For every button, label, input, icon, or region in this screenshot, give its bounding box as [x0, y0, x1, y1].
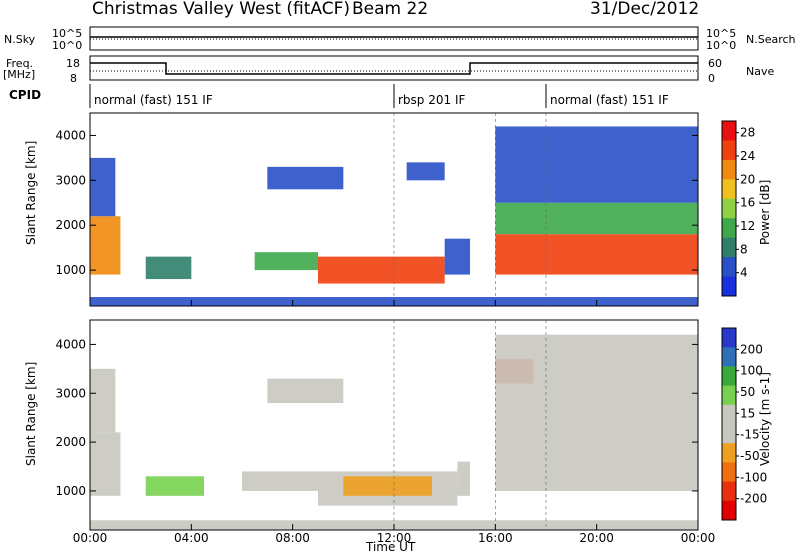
colorbar-tick-label: 16 [740, 196, 755, 210]
cpid-label: CPID [9, 88, 42, 102]
colorbar-cell [722, 462, 736, 483]
y-tick-label: 4000 [55, 128, 86, 142]
scatter-region [343, 476, 432, 496]
x-tick-label: 16:00 [478, 531, 513, 545]
y-tick-label: 1000 [55, 484, 86, 498]
beam-label: Beam 22 [352, 0, 429, 19]
colorbar-tick-label: 24 [740, 149, 755, 163]
cpid-segment-label: normal (fast) 151 IF [94, 93, 213, 107]
colorbar-cell [722, 404, 736, 425]
scatter-region [242, 471, 318, 491]
scatter-region [90, 432, 121, 496]
x-tick-label: 20:00 [579, 531, 614, 545]
x-tick-label: 12:00 [377, 531, 412, 545]
colorbar-cell [722, 500, 736, 521]
colorbar-cell [722, 218, 736, 239]
scatter-region [444, 238, 470, 275]
colorbar-tick-label: -200 [740, 492, 767, 506]
colorbar-tick-label: 15 [740, 406, 755, 420]
colorbar-cell [722, 385, 736, 406]
nsky-tick-bottom: 10^0 [52, 39, 83, 52]
colorbar-tick-label: 4 [740, 266, 748, 280]
nsky-label: N.Sky [4, 33, 36, 46]
colorbar-tick-label: 28 [740, 126, 755, 140]
scatter-region [406, 162, 445, 181]
y-tick-label: 1000 [55, 263, 86, 277]
scatter-region [254, 252, 318, 271]
colorbar-cell [722, 366, 736, 387]
colorbar-tick-label: 8 [740, 242, 748, 256]
x-axis-label: Time UT [366, 540, 416, 554]
x-tick-label: 08:00 [275, 531, 310, 545]
scatter-region [90, 216, 121, 275]
colorbar-cell [722, 443, 736, 463]
y-tick-label: 3000 [55, 173, 86, 187]
scatter-region [495, 202, 698, 235]
nave-label: Nave [746, 65, 775, 78]
scatter-region [457, 461, 470, 496]
y-tick-label: 3000 [55, 386, 86, 400]
colorbar-tick-label: -100 [740, 470, 767, 484]
nsearch-label: N.Search [746, 33, 796, 46]
colorbar-tick-label: -15 [740, 428, 760, 442]
scatter-region [318, 256, 445, 284]
plot-title: Christmas Valley West (fitACF) [92, 0, 351, 19]
scatter-region [267, 166, 344, 190]
colorbar-tick-label: 200 [740, 342, 763, 356]
colorbar-cell [722, 237, 736, 258]
colorbar-cell [722, 424, 736, 444]
colorbar-cell [722, 481, 736, 502]
freq-tick-bottom: 8 [70, 72, 77, 85]
colorbar-cell [722, 198, 736, 219]
colorbar-cell [722, 276, 736, 297]
colorbar-frame [721, 120, 737, 297]
x-tick-label: 00:00 [73, 531, 108, 545]
colorbar-frame [721, 327, 737, 521]
freq-panel-frame [89, 55, 699, 81]
scatter-region [90, 368, 116, 433]
scatter-region [495, 422, 698, 491]
scatter-region [267, 378, 344, 404]
colorbar-cell [722, 179, 736, 200]
colorbar-tick-label: 12 [740, 219, 755, 233]
x-tick-label: 04:00 [174, 531, 209, 545]
y-tick-label: 4000 [55, 337, 86, 351]
colorbar-tick-label: 20 [740, 172, 755, 186]
nsearch-tick-top: 10^5 [706, 27, 737, 40]
scatter-region [90, 157, 116, 217]
colorbar-cell [722, 328, 736, 348]
freq-label: Freq. [6, 57, 34, 70]
scatter-region [495, 126, 698, 203]
scatter-region [495, 234, 698, 275]
nsky-tick-top: 10^5 [52, 27, 83, 40]
freq-unit: [MHz] [3, 68, 36, 81]
colorbar-tick-label: 50 [740, 385, 755, 399]
nave-tick-bottom: 0 [708, 72, 715, 85]
colorbar-tick-label: 100 [740, 364, 763, 378]
colorbar-tick-label: -50 [740, 449, 760, 463]
scatter-region [495, 334, 698, 423]
y-tick-label: 2000 [55, 218, 86, 232]
colorbar-cell [722, 121, 736, 141]
date-label: 31/Dec/2012 [590, 0, 700, 19]
freq-tick-top: 18 [66, 57, 80, 70]
nsearch-tick-bottom: 10^0 [706, 39, 737, 52]
scatter-region [145, 256, 192, 280]
cpid-segment-label: rbsp 201 IF [398, 93, 465, 107]
scatter-region [145, 476, 204, 496]
cpid-segment-label: normal (fast) 151 IF [550, 93, 669, 107]
nave-tick-top: 60 [708, 57, 722, 70]
x-tick-label: 00:00 [681, 531, 716, 545]
freq-trace [90, 62, 698, 75]
colorbar-cell [722, 347, 736, 367]
colorbar-cell [722, 140, 736, 161]
colorbar-cell [722, 159, 736, 180]
y-tick-label: 2000 [55, 435, 86, 449]
colorbar-cell [722, 257, 736, 278]
